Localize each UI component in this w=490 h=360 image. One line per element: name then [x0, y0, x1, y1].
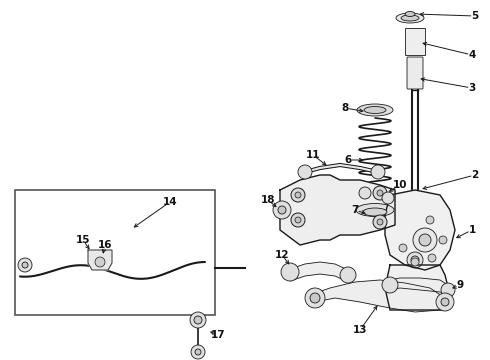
Circle shape: [382, 277, 398, 293]
Circle shape: [22, 262, 28, 268]
Polygon shape: [385, 265, 450, 310]
Circle shape: [273, 201, 291, 219]
Circle shape: [291, 188, 305, 202]
Polygon shape: [88, 250, 112, 270]
Text: 15: 15: [76, 235, 90, 245]
Circle shape: [191, 345, 205, 359]
Circle shape: [359, 187, 371, 199]
Bar: [405, 28, 425, 55]
Text: 17: 17: [211, 330, 225, 340]
FancyBboxPatch shape: [407, 57, 423, 89]
Polygon shape: [310, 280, 445, 312]
Circle shape: [377, 190, 383, 196]
Text: 12: 12: [275, 250, 289, 260]
Polygon shape: [280, 175, 395, 245]
Text: 1: 1: [468, 225, 476, 235]
Circle shape: [439, 236, 447, 244]
Ellipse shape: [364, 107, 386, 113]
Polygon shape: [385, 278, 448, 295]
Circle shape: [278, 206, 286, 214]
Ellipse shape: [401, 15, 419, 21]
Text: 7: 7: [351, 205, 359, 215]
Bar: [15, 190, 215, 315]
Circle shape: [373, 186, 387, 200]
Circle shape: [194, 316, 202, 324]
Circle shape: [190, 312, 206, 328]
Circle shape: [441, 283, 455, 297]
Circle shape: [373, 215, 387, 229]
Ellipse shape: [405, 12, 415, 17]
Circle shape: [281, 263, 299, 281]
Circle shape: [411, 258, 419, 266]
Ellipse shape: [356, 203, 394, 216]
Circle shape: [377, 219, 383, 225]
Circle shape: [371, 165, 385, 179]
Ellipse shape: [363, 208, 387, 216]
Text: 3: 3: [468, 83, 476, 93]
Circle shape: [399, 244, 407, 252]
Text: 14: 14: [163, 197, 177, 207]
Circle shape: [428, 254, 436, 262]
Circle shape: [291, 213, 305, 227]
Circle shape: [340, 267, 356, 283]
Text: 16: 16: [98, 240, 112, 250]
Circle shape: [295, 192, 301, 198]
Text: 11: 11: [306, 150, 320, 160]
Circle shape: [310, 293, 320, 303]
Text: 8: 8: [342, 103, 348, 113]
Circle shape: [382, 192, 394, 204]
Text: 6: 6: [344, 155, 352, 165]
Circle shape: [18, 258, 32, 272]
Circle shape: [407, 252, 423, 268]
Circle shape: [419, 234, 431, 246]
Circle shape: [411, 256, 419, 264]
Text: 13: 13: [353, 325, 367, 335]
Circle shape: [95, 257, 105, 267]
Circle shape: [413, 228, 437, 252]
Text: 10: 10: [393, 180, 407, 190]
Text: 2: 2: [471, 170, 479, 180]
Circle shape: [295, 217, 301, 223]
Circle shape: [436, 293, 454, 311]
Text: 9: 9: [457, 280, 464, 290]
Text: 4: 4: [468, 50, 476, 60]
Circle shape: [426, 216, 434, 224]
Text: 5: 5: [471, 11, 479, 21]
Polygon shape: [290, 262, 348, 282]
Ellipse shape: [357, 104, 393, 116]
Circle shape: [298, 165, 312, 179]
Circle shape: [195, 349, 201, 355]
Circle shape: [305, 288, 325, 308]
Circle shape: [441, 298, 449, 306]
Ellipse shape: [396, 13, 424, 23]
Text: 18: 18: [261, 195, 275, 205]
Polygon shape: [385, 190, 455, 270]
